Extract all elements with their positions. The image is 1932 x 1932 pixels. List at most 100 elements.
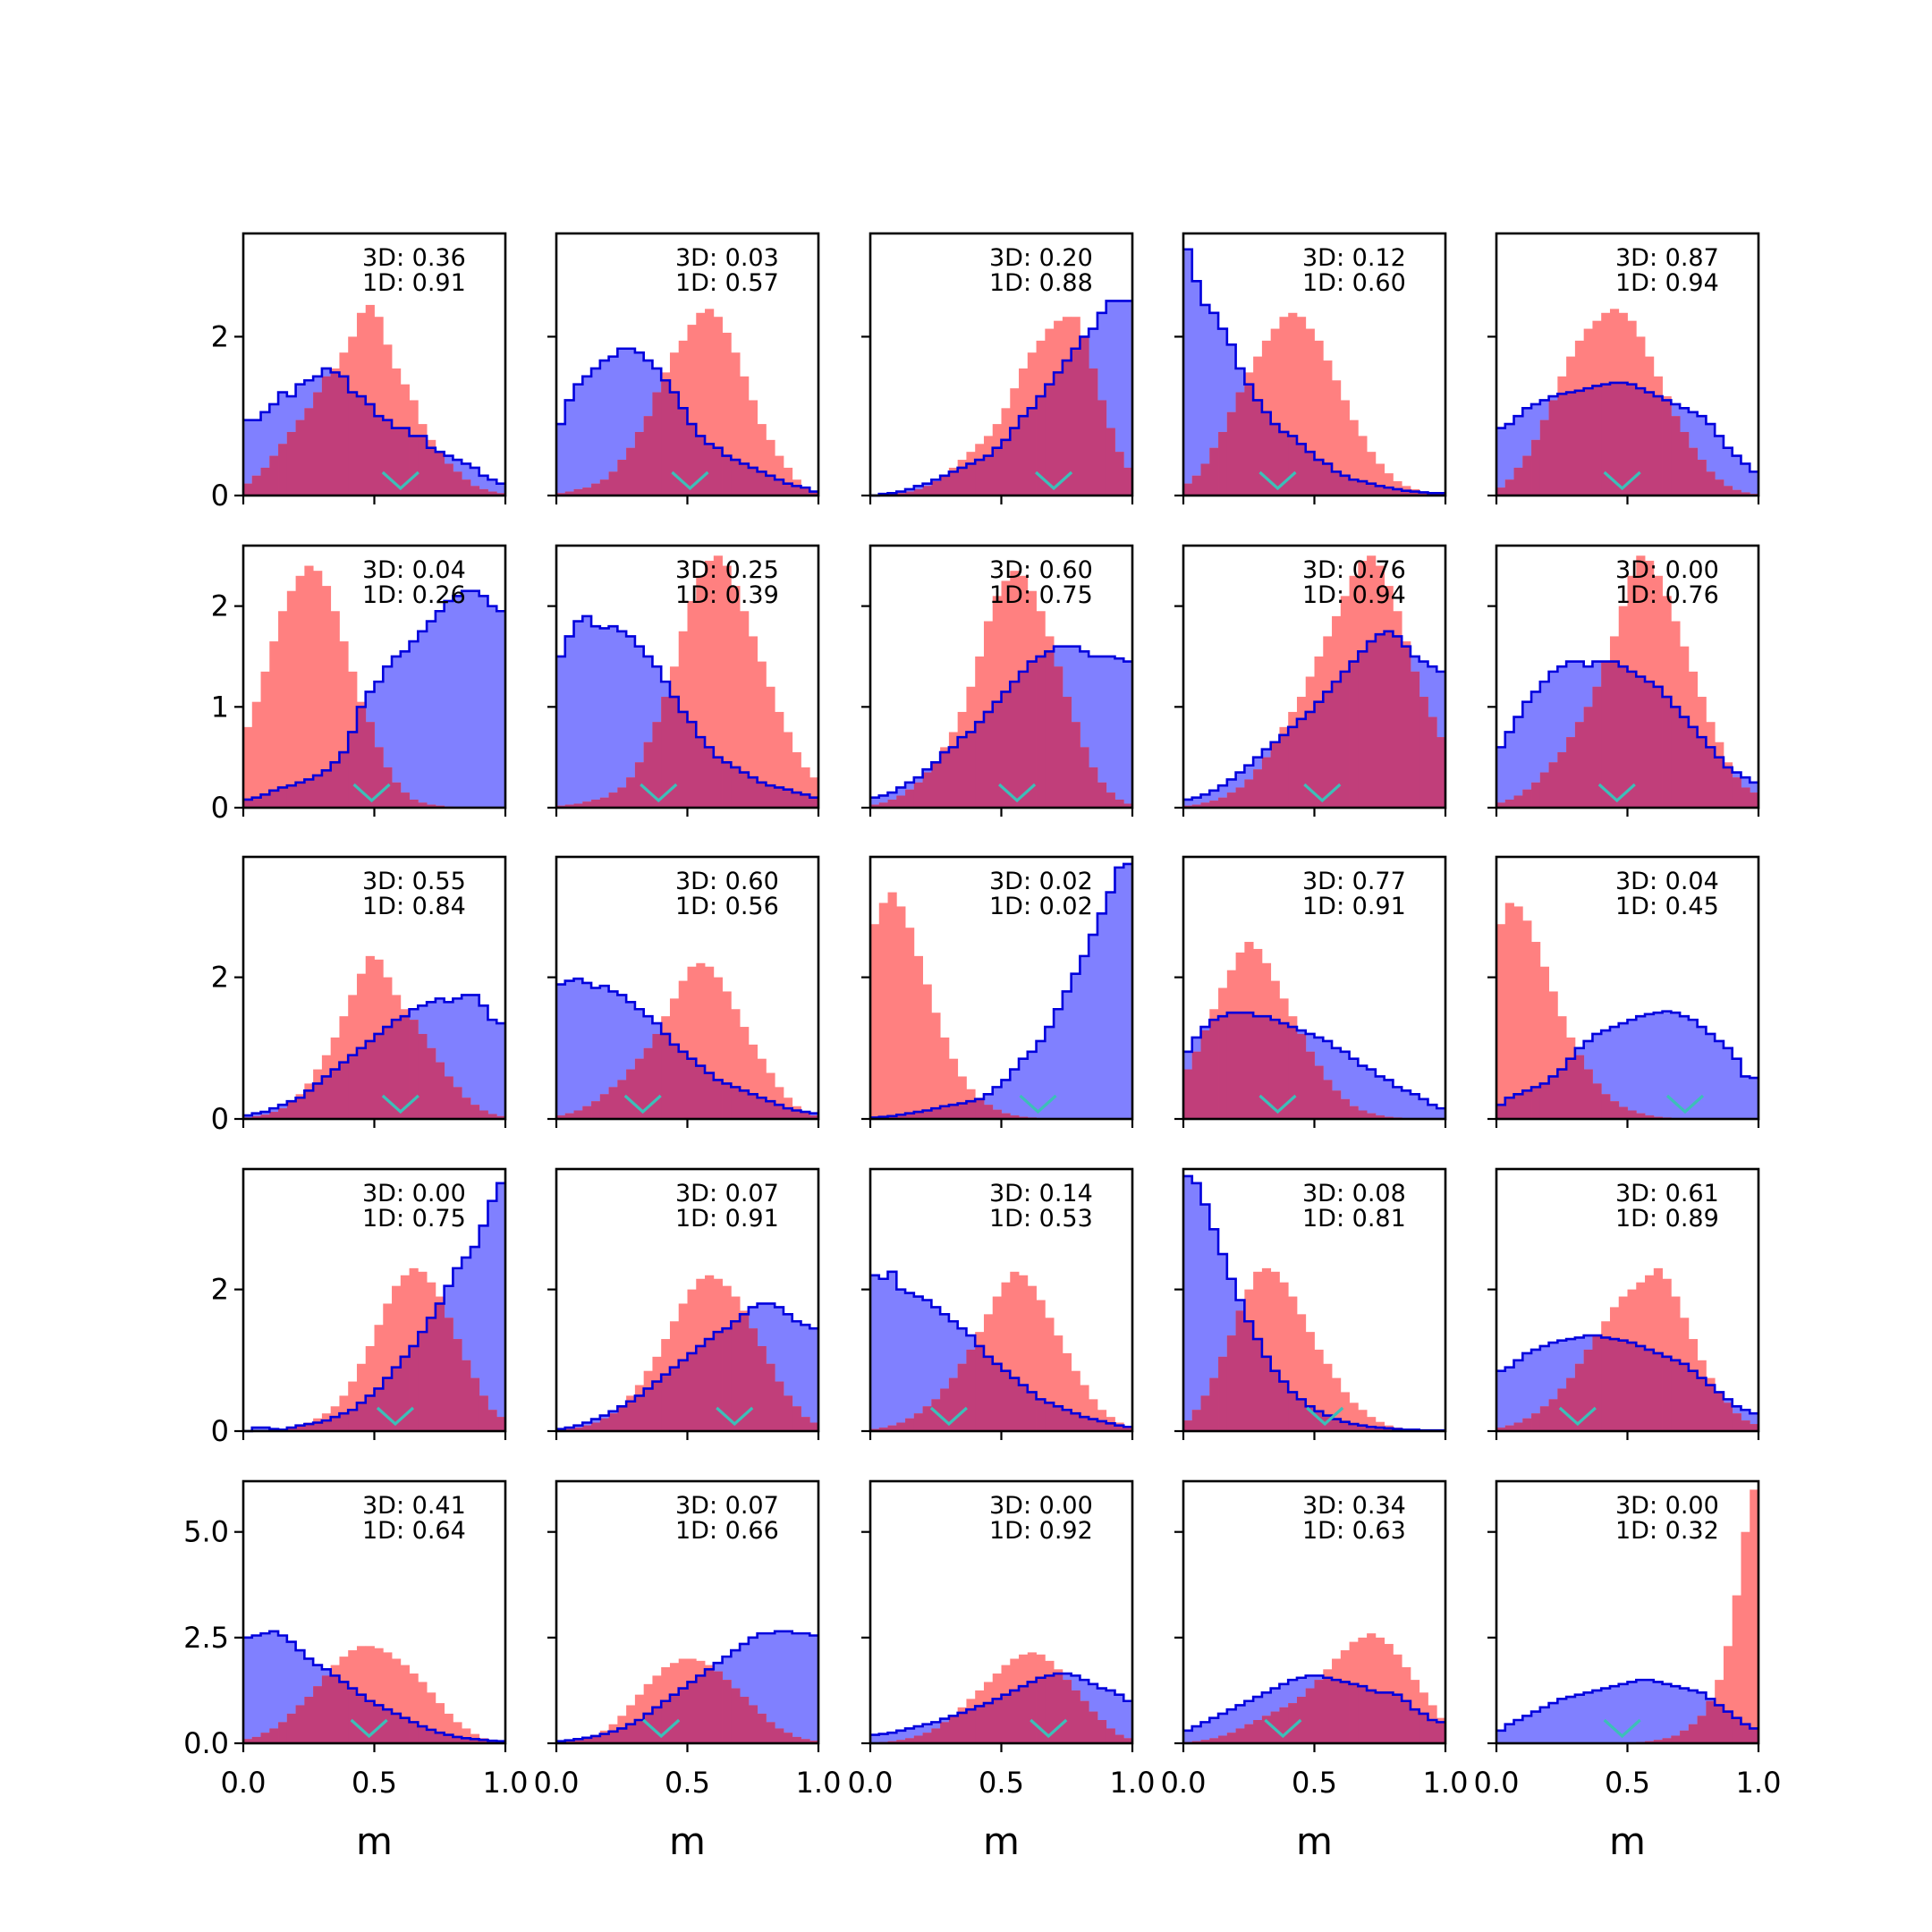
overlap-bar-21 <box>1680 1730 1690 1743</box>
blue-bar-12 <box>1601 1030 1611 1119</box>
overlap-bar-4 <box>591 1735 601 1743</box>
overlap-bar-7 <box>1557 394 1567 496</box>
overlap-bar-8 <box>940 475 950 496</box>
x-tick-label: 1.0 <box>483 1766 529 1800</box>
red-bar-12 <box>1288 312 1298 496</box>
overlap-bar-12 <box>661 1374 671 1431</box>
overlap-bar-4 <box>278 787 288 808</box>
overlap-bar-24 <box>453 1087 462 1119</box>
overlap-bar-5 <box>286 1428 296 1431</box>
overlap-bar-20 <box>418 436 428 496</box>
overlap-bar-28 <box>487 491 497 496</box>
overlap-bar-22 <box>1062 1410 1072 1431</box>
blue-bar-4 <box>591 626 601 808</box>
blue-bar-27 <box>792 1633 801 1743</box>
overlap-bar-26 <box>783 483 793 496</box>
median-marker <box>1558 1406 1597 1427</box>
blue-bar-25 <box>775 1307 784 1431</box>
overlap-bar-15 <box>1627 1110 1637 1119</box>
overlap-bar-14 <box>992 1109 1002 1119</box>
overlap-bar-12 <box>661 380 671 496</box>
blue-bar-6 <box>608 626 618 808</box>
blue-bar-9 <box>634 352 645 496</box>
overlap-bar-8 <box>313 775 323 808</box>
blue-bar-26 <box>783 1314 793 1431</box>
overlap-bar-14 <box>678 408 688 496</box>
overlap-bar-25 <box>462 1738 471 1743</box>
overlap-bar-21 <box>1680 1363 1690 1431</box>
overlap-bar-22 <box>748 1328 758 1431</box>
overlap-bar-22 <box>1375 486 1385 496</box>
blue-bar-1 <box>564 400 574 496</box>
blue-bar-11 <box>1592 1690 1602 1743</box>
overlap-bar-25 <box>1089 368 1098 496</box>
overlap-bar-17 <box>1019 671 1029 808</box>
label-1d: 1D: 0.75 <box>362 1205 466 1233</box>
red-bar-17 <box>705 309 715 496</box>
overlap-bar-10 <box>1583 1349 1593 1431</box>
overlap-bar-29 <box>1750 792 1759 808</box>
overlap-bar-19 <box>1036 396 1046 496</box>
blue-bar-0 <box>1183 799 1193 808</box>
overlap-bar-0 <box>1496 1105 1506 1119</box>
overlap-bar-29 <box>496 493 506 496</box>
overlap-bar-15 <box>1314 1411 1324 1431</box>
overlap-bar-16 <box>383 1027 393 1119</box>
overlap-bar-21 <box>1054 1406 1063 1431</box>
blue-bar-27 <box>1732 455 1741 496</box>
overlap-bar-29 <box>809 1741 819 1743</box>
overlap-bar-27 <box>1106 1728 1115 1743</box>
overlap-bar-26 <box>1410 1709 1420 1743</box>
overlap-bar-23 <box>1697 460 1707 496</box>
overlap-bar-15 <box>1314 1680 1324 1743</box>
median-marker <box>381 1094 419 1114</box>
overlap-bar-10 <box>1270 424 1280 496</box>
blue-bar-1 <box>878 1733 888 1743</box>
overlap-bar-4 <box>905 1738 915 1743</box>
overlap-bar-23 <box>757 782 767 808</box>
overlap-bar-20 <box>1358 1686 1368 1743</box>
overlap-bar-14 <box>365 1700 375 1743</box>
blue-bar-23 <box>1071 973 1080 1119</box>
overlap-bar-4 <box>1531 782 1541 808</box>
overlap-bar-27 <box>1106 428 1115 496</box>
label-3d: 3D: 0.61 <box>1615 1180 1719 1208</box>
overlap-bar-22 <box>1688 1724 1699 1743</box>
blue-bar-19 <box>1662 1011 1672 1119</box>
red-bar-18 <box>1340 400 1350 496</box>
red-bar-5 <box>286 590 296 808</box>
overlap-bar-22 <box>748 1705 758 1743</box>
overlap-bar-15 <box>374 747 384 808</box>
blue-bar-2 <box>573 621 583 808</box>
overlap-bar-10 <box>330 1675 340 1743</box>
overlap-bar-5 <box>1226 792 1236 808</box>
blue-bar-3 <box>1209 1717 1219 1743</box>
overlap-bar-24 <box>766 1722 775 1743</box>
red-bar-24 <box>453 1722 462 1743</box>
overlap-bar-7 <box>1244 1013 1254 1119</box>
overlap-bar-16 <box>1010 1377 1020 1431</box>
overlap-bar-27 <box>1419 492 1428 496</box>
blue-bar-2 <box>887 1733 897 1743</box>
blue-bar-27 <box>479 475 488 496</box>
overlap-bar-2 <box>1200 802 1210 808</box>
overlap-bar-9 <box>634 431 645 496</box>
red-bar-10 <box>330 611 340 808</box>
blue-step-line <box>556 614 818 800</box>
blue-bar-4 <box>1531 1349 1541 1431</box>
overlap-bar-14 <box>1618 1106 1628 1119</box>
overlap-bar-22 <box>1375 1115 1385 1119</box>
blue-bar-4 <box>1531 691 1541 808</box>
blue-bar-18 <box>1653 1682 1663 1743</box>
red-bar-20 <box>1045 1318 1055 1431</box>
overlap-bar-11 <box>1592 1083 1602 1119</box>
overlap-bar-7 <box>617 1728 627 1743</box>
overlap-bar-22 <box>435 1062 445 1119</box>
overlap-bar-8 <box>626 1724 636 1743</box>
overlap-bar-23 <box>444 1076 453 1119</box>
overlap-bar-4 <box>1531 1413 1541 1431</box>
red-bar-14 <box>365 955 375 1119</box>
overlap-bar-12 <box>1601 384 1611 496</box>
